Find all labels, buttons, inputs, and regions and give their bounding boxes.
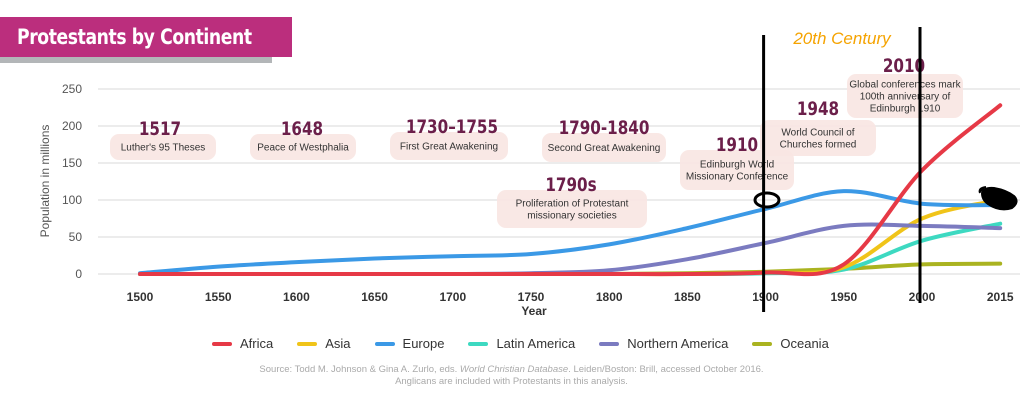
- annotation-text: Missionary Conference: [686, 172, 789, 183]
- annotation-box: [390, 132, 508, 160]
- annotation-box: [250, 134, 356, 160]
- title-bar: Protestants by Continent: [0, 17, 292, 57]
- x-tick-label: 1900: [752, 290, 779, 304]
- y-tick-label: 50: [69, 230, 83, 244]
- y-tick-label: 200: [62, 119, 82, 133]
- annotation: 1790s Proliferation of Protestantmissiona…: [497, 174, 647, 228]
- highlight-circle: [753, 191, 781, 209]
- annotation: 1790-1840 Second Great Awakening: [542, 117, 666, 162]
- x-tick-label: 1750: [518, 290, 545, 304]
- annotation-year: 1730–1755: [406, 116, 498, 138]
- legend-item[interactable]: Latin America: [468, 336, 575, 351]
- page-title: Protestants by Continent: [17, 25, 252, 49]
- century-label: 20th Century: [792, 29, 892, 48]
- y-axis-label: Population in millions: [38, 125, 52, 238]
- annotation-text: Churches formed: [780, 140, 857, 151]
- annotation-text: Global conferences mark: [849, 80, 961, 91]
- series-line-europe: [138, 189, 1003, 276]
- annotation-box: [110, 134, 216, 160]
- annotation-box: [497, 190, 647, 228]
- legend-label: Europe: [402, 336, 445, 351]
- scribble-mark: [978, 186, 1018, 211]
- legend-label: Africa: [240, 336, 274, 351]
- x-tick-label: 1850: [674, 290, 701, 304]
- annotation-text: Peace of Westphalia: [257, 143, 349, 154]
- legend-swatch: [752, 341, 773, 346]
- annotation-text: World Council of: [781, 128, 854, 139]
- x-tick-label: 1700: [439, 290, 466, 304]
- x-tick-label: 1800: [596, 290, 623, 304]
- x-tick-label: 2015: [987, 290, 1014, 304]
- x-tick-label: 1600: [283, 290, 310, 304]
- source-note: Source: Todd M. Johnson & Gina A. Zurlo,…: [0, 364, 1023, 388]
- legend-swatch: [374, 341, 395, 346]
- century-overlay: 20th Century: [753, 27, 1018, 312]
- legend-swatch: [599, 341, 620, 346]
- legend-label: Northern America: [627, 336, 729, 351]
- x-tick-label: 1650: [361, 290, 388, 304]
- annotation-year: 1790s: [545, 174, 596, 196]
- series-lines: [138, 103, 1003, 277]
- legend-item[interactable]: Northern America: [599, 336, 728, 351]
- legend-swatch: [468, 341, 489, 346]
- x-tick-label: 1550: [205, 290, 232, 304]
- annotation-text: Second Great Awakening: [548, 143, 661, 154]
- legend-label: Oceania: [780, 336, 829, 351]
- x-tick-label: 1500: [127, 290, 154, 304]
- y-tick-label: 250: [62, 82, 82, 96]
- x-tick-label: 2000: [909, 290, 936, 304]
- source-line-1: Source: Todd M. Johnson & Gina A. Zurlo,…: [259, 364, 764, 375]
- legend-item[interactable]: Europe: [374, 336, 445, 351]
- annotation-year: 1517: [139, 118, 181, 140]
- annotation: 1648 Peace of Westphalia: [250, 118, 356, 160]
- y-axis-ticks: 0 50 100 150 200 250: [62, 82, 82, 281]
- annotation-text: missionary societies: [527, 211, 616, 222]
- x-axis-ticks: 1500 1550 1600 1650 1700 1750 1800 1850 1900 1950…: [127, 290, 1014, 304]
- legend-label: Asia: [325, 336, 351, 351]
- annotation: 1730–1755 First Great Awakening: [390, 116, 508, 160]
- legend-swatch: [297, 341, 318, 346]
- annotation-box: [680, 150, 794, 190]
- legend-swatch: [212, 341, 232, 346]
- annotation-year: 1948: [797, 98, 839, 120]
- annotation-box: [847, 74, 963, 118]
- annotation-year: 1790-1840: [559, 117, 650, 139]
- annotation-year: 2010: [883, 55, 925, 77]
- annotation-text: First Great Awakening: [400, 142, 498, 153]
- y-tick-label: 100: [62, 193, 82, 207]
- source-line-2: Anglicans are included with Protestants …: [395, 376, 628, 387]
- annotations: 1517 Luther's 95 Theses 1648 Peace of Westp…: [110, 55, 963, 228]
- annotation: 1517 Luther's 95 Theses: [110, 118, 216, 160]
- annotation-text: Luther's 95 Theses: [121, 143, 206, 154]
- annotation-box: [542, 133, 666, 162]
- legend: Africa Asia Europe Latin America Northern Am…: [212, 336, 829, 351]
- annotation-box: [760, 120, 876, 156]
- annotation-text: 100th anniversary of: [860, 92, 951, 103]
- x-tick-label: 1950: [830, 290, 857, 304]
- annotation-text: Edinburgh World: [700, 160, 774, 171]
- annotation-year: 1910: [716, 134, 758, 156]
- series-line-africa: [138, 103, 1003, 277]
- legend-item[interactable]: Asia: [297, 336, 351, 351]
- legend-item[interactable]: Oceania: [752, 336, 829, 351]
- legend-label: Latin America: [496, 336, 576, 351]
- annotation-text: Proliferation of Protestant: [516, 199, 629, 210]
- line-chart: 0 50 100 150 200 250 Population in millions 1…: [38, 27, 1020, 318]
- legend-item[interactable]: Africa: [212, 336, 273, 351]
- y-tick-label: 150: [62, 156, 82, 170]
- title-shadow: [0, 55, 272, 63]
- x-axis-label: Year: [521, 304, 547, 318]
- y-tick-label: 0: [75, 267, 82, 281]
- annotation-text: Edinburgh 1910: [870, 104, 941, 115]
- annotation-year: 1648: [281, 118, 323, 140]
